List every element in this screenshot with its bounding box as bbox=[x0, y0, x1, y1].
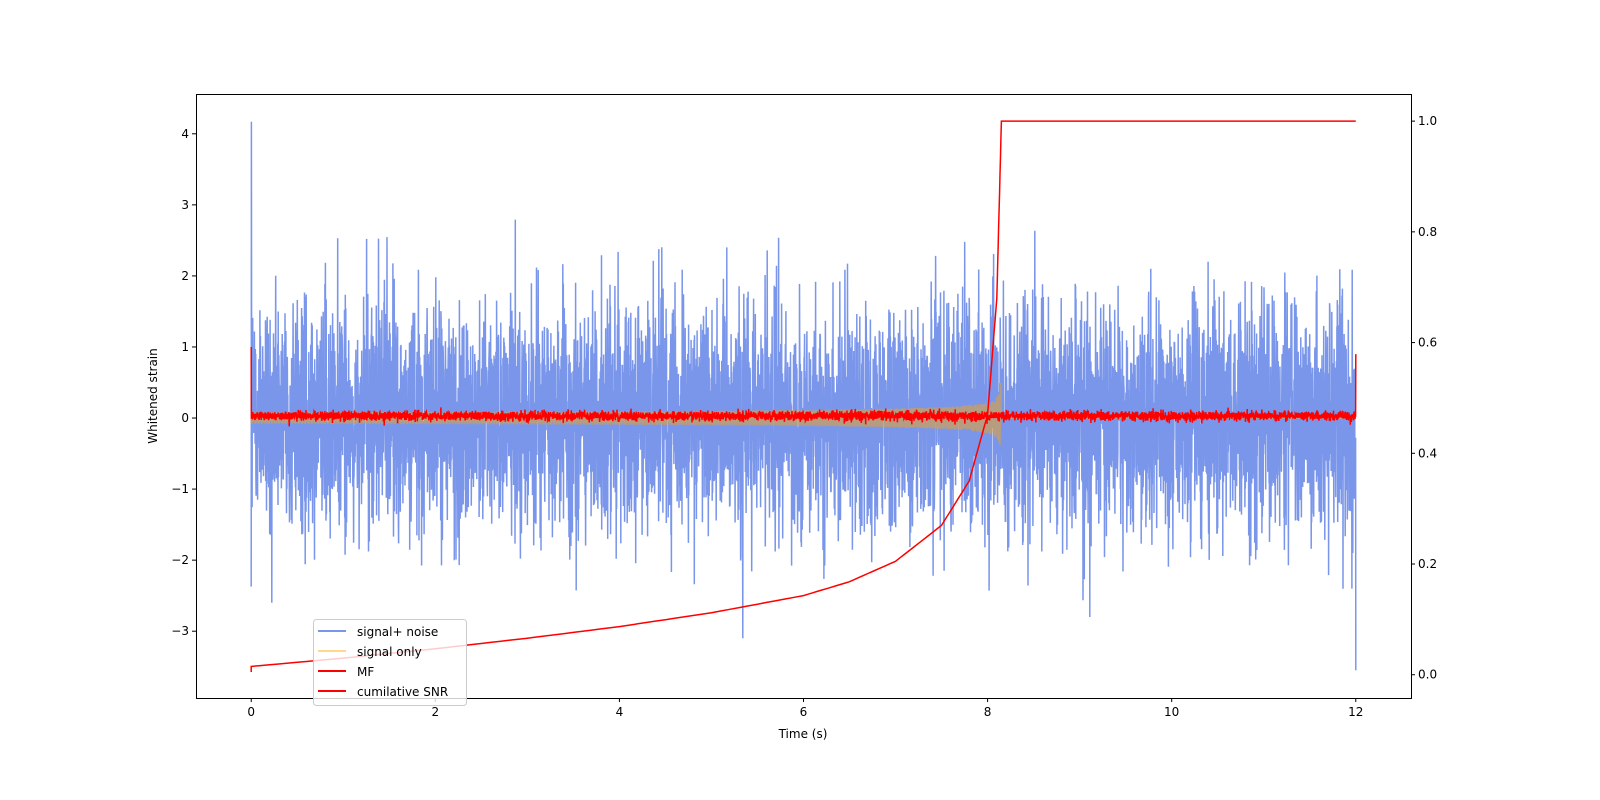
x-tick-label: 12 bbox=[1348, 705, 1363, 719]
y-tick-label: −3 bbox=[171, 624, 189, 638]
series-signal-noise bbox=[250, 121, 1357, 671]
legend-label: cumilative SNR bbox=[357, 685, 448, 699]
y-tick-label: 1 bbox=[181, 340, 189, 354]
x-tick-label: 2 bbox=[431, 705, 439, 719]
y2-tick-label: 0.4 bbox=[1418, 446, 1437, 460]
x-tick-label: 0 bbox=[247, 705, 255, 719]
legend-label: MF bbox=[357, 665, 374, 679]
legend-box bbox=[313, 619, 467, 706]
legend-label: signal only bbox=[357, 645, 422, 659]
y2-tick-label: 0.6 bbox=[1418, 336, 1437, 350]
y-tick-label: 4 bbox=[181, 127, 189, 141]
legend-label: signal+ noise bbox=[357, 625, 438, 639]
x-tick-label: 8 bbox=[984, 705, 992, 719]
y-tick-label: 0 bbox=[181, 411, 189, 425]
series-mf bbox=[250, 346, 1357, 427]
x-axis-label: Time (s) bbox=[778, 727, 828, 741]
legend: signal+ noise signal only MF cumilative SNR bbox=[313, 619, 467, 706]
y-tick-label: −2 bbox=[171, 553, 189, 567]
y2-tick-label: 0.0 bbox=[1418, 668, 1437, 682]
y2-tick-label: 1.0 bbox=[1418, 114, 1437, 128]
y2-tick-label: 0.2 bbox=[1418, 557, 1437, 571]
plot-area bbox=[250, 120, 1357, 672]
x-tick-label: 4 bbox=[616, 705, 624, 719]
y-tick-label: 2 bbox=[181, 269, 189, 283]
y-axis-label: Whitened strain bbox=[146, 348, 160, 444]
x-tick-label: 6 bbox=[800, 705, 808, 719]
y-tick-label: 3 bbox=[181, 198, 189, 212]
y2-tick-label: 0.8 bbox=[1418, 225, 1437, 239]
x-tick-label: 10 bbox=[1164, 705, 1179, 719]
y-tick-label: −1 bbox=[171, 482, 189, 496]
